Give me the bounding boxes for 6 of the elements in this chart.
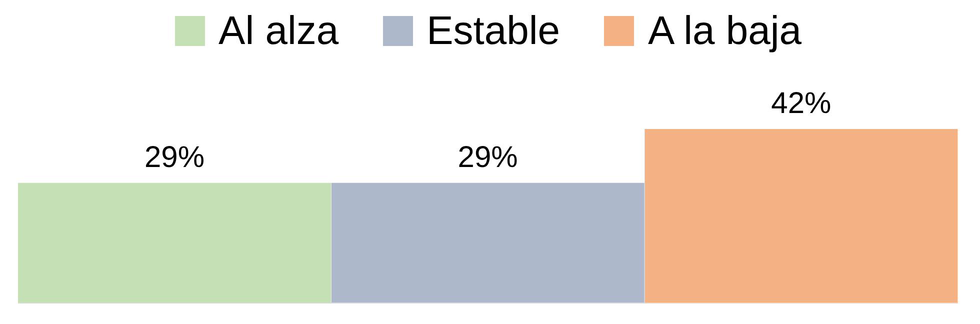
data-label: 42% — [771, 87, 832, 120]
data-label: 29% — [144, 140, 205, 174]
legend-label: Estable — [426, 8, 560, 54]
legend-label: A la baja — [648, 8, 802, 54]
legend-label: Al alza — [218, 8, 339, 54]
data-label: 29% — [458, 140, 518, 174]
